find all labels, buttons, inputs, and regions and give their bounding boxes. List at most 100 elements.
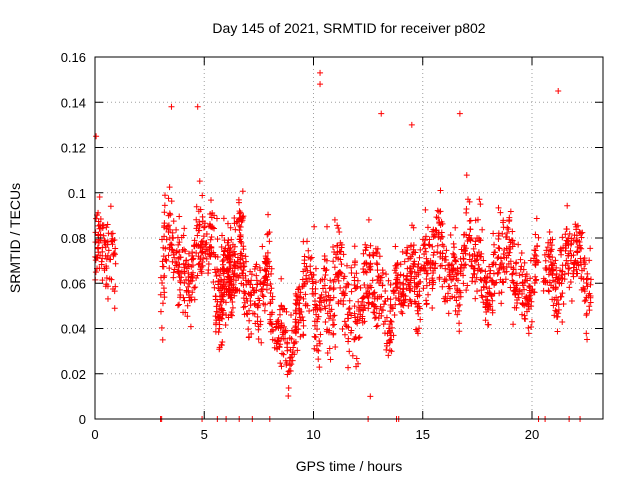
data-point (347, 329, 354, 336)
data-point (438, 233, 445, 240)
data-point (567, 278, 574, 285)
data-point (310, 290, 317, 297)
data-point (308, 254, 315, 261)
data-point (293, 301, 300, 308)
data-point (226, 249, 233, 256)
data-point (577, 259, 584, 266)
data-point (335, 277, 342, 284)
data-point (162, 256, 169, 263)
data-point (415, 330, 422, 337)
data-point (361, 304, 368, 311)
data-point (278, 363, 285, 370)
data-point (331, 312, 338, 319)
data-point (458, 246, 465, 253)
data-point (570, 252, 577, 259)
data-point (264, 249, 271, 256)
data-point (284, 344, 291, 351)
data-point (416, 325, 423, 332)
data-point (296, 310, 303, 317)
data-point (414, 263, 421, 270)
data-point (331, 264, 338, 271)
data-point (390, 287, 397, 294)
data-point (193, 250, 200, 257)
x-tick-label: 0 (91, 427, 98, 442)
data-point (525, 282, 532, 289)
data-point (357, 302, 364, 309)
data-point (168, 246, 175, 253)
data-point (255, 326, 262, 333)
data-point (454, 285, 461, 292)
data-point (300, 322, 307, 329)
data-point (558, 251, 565, 258)
data-point (374, 322, 381, 329)
data-point (326, 285, 333, 292)
data-point (288, 361, 295, 368)
data-point (506, 236, 513, 243)
data-point (451, 282, 458, 289)
data-point (414, 291, 421, 298)
data-point (477, 201, 484, 208)
data-point (173, 226, 180, 233)
y-tick-label: 0.16 (61, 50, 86, 65)
data-point (231, 220, 238, 227)
data-point (330, 278, 337, 285)
data-point (276, 311, 283, 318)
data-point (278, 320, 285, 327)
data-point (566, 265, 573, 272)
data-point (445, 290, 452, 297)
data-point (430, 249, 437, 256)
data-point (159, 336, 166, 343)
data-point (449, 293, 456, 300)
data-point (213, 303, 220, 310)
data-point (389, 305, 396, 312)
data-point (276, 306, 283, 313)
data-point (111, 250, 118, 257)
data-point (238, 280, 245, 287)
data-point (529, 286, 536, 293)
data-point (452, 257, 459, 264)
data-point (218, 342, 225, 349)
data-point (195, 208, 202, 215)
data-point (508, 264, 515, 271)
data-point (274, 337, 281, 344)
data-point (394, 260, 401, 267)
data-point (96, 265, 103, 272)
data-point (376, 293, 383, 300)
data-point (408, 253, 415, 260)
data-point (103, 224, 110, 231)
data-point (176, 213, 183, 220)
data-point (583, 294, 590, 301)
data-point (464, 282, 471, 289)
data-point (189, 262, 196, 269)
data-point (426, 236, 433, 243)
data-point (327, 284, 334, 291)
data-point (518, 249, 525, 256)
data-point (586, 307, 593, 314)
data-point (93, 254, 100, 261)
data-point (203, 239, 210, 246)
data-point (348, 264, 355, 271)
data-point (182, 309, 189, 316)
data-point (525, 324, 532, 331)
data-point (497, 255, 504, 262)
data-point (507, 246, 514, 253)
data-point (578, 245, 585, 252)
data-point (318, 291, 325, 298)
data-point (540, 287, 547, 294)
data-point (461, 247, 468, 254)
data-point (563, 226, 570, 233)
data-point (460, 280, 467, 287)
data-point (220, 215, 227, 222)
data-point (171, 254, 178, 261)
data-point (420, 285, 427, 292)
data-point (583, 310, 590, 317)
data-point (305, 247, 312, 254)
data-point (176, 273, 183, 280)
data-point (229, 298, 236, 305)
data-point (578, 267, 585, 274)
data-point (166, 265, 173, 272)
data-point (211, 284, 218, 291)
data-point (456, 328, 463, 335)
data-point (326, 345, 333, 352)
data-point (429, 277, 436, 284)
